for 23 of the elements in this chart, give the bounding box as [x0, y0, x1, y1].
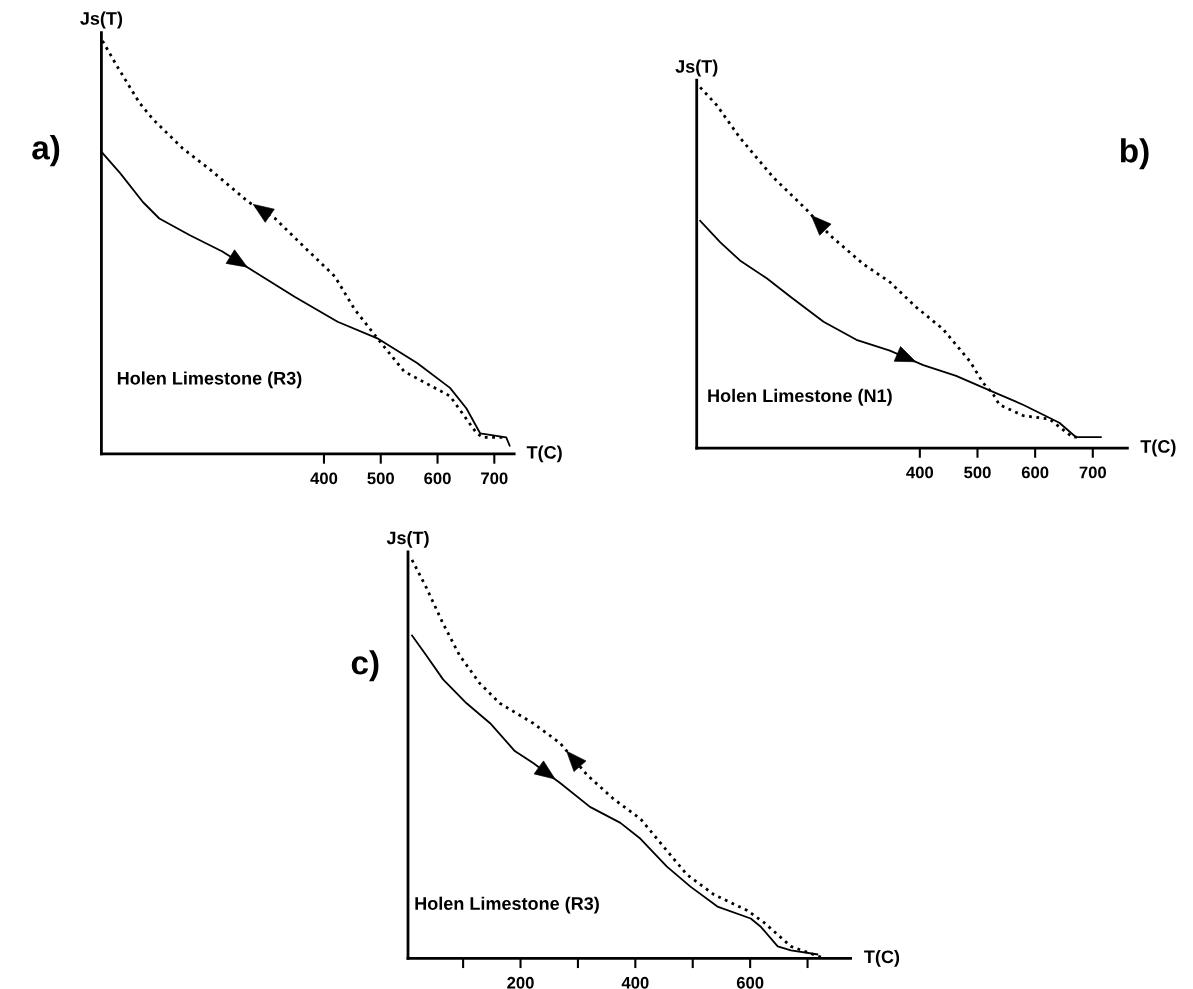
text: a) [32, 135, 60, 167]
x-axis-title: T(C) [526, 445, 562, 463]
y-axis-title: Js(T) [386, 530, 429, 548]
x-axis-title: T(C) [1140, 439, 1176, 457]
x-tick-label: 500 [964, 466, 991, 479]
annotation: Holen Limestone (R3) [415, 896, 599, 914]
x-tick-label: 400 [906, 466, 934, 479]
x-tick-label: 700 [1079, 466, 1107, 479]
x-tick-label: 200 [507, 976, 534, 989]
x-tick-label: 400 [310, 472, 338, 485]
x-tick-label: 600 [424, 472, 451, 485]
x-tick-label: 600 [736, 976, 764, 989]
x-tick-label: 500 [367, 472, 394, 485]
x-tick-label: 600 [1021, 466, 1049, 479]
y-axis-title: Js(T) [80, 11, 123, 29]
text: b) [1120, 138, 1149, 170]
x-tick-label: 400 [621, 976, 649, 989]
y-axis-title: Js(T) [675, 59, 718, 77]
annotation: Holen Limestone (R3) [117, 371, 302, 389]
x-tick-label: 700 [481, 472, 508, 485]
annotation: Holen Limestone (N1) [708, 388, 892, 406]
x-axis-title: T(C) [864, 949, 900, 967]
text: c) [351, 650, 379, 682]
